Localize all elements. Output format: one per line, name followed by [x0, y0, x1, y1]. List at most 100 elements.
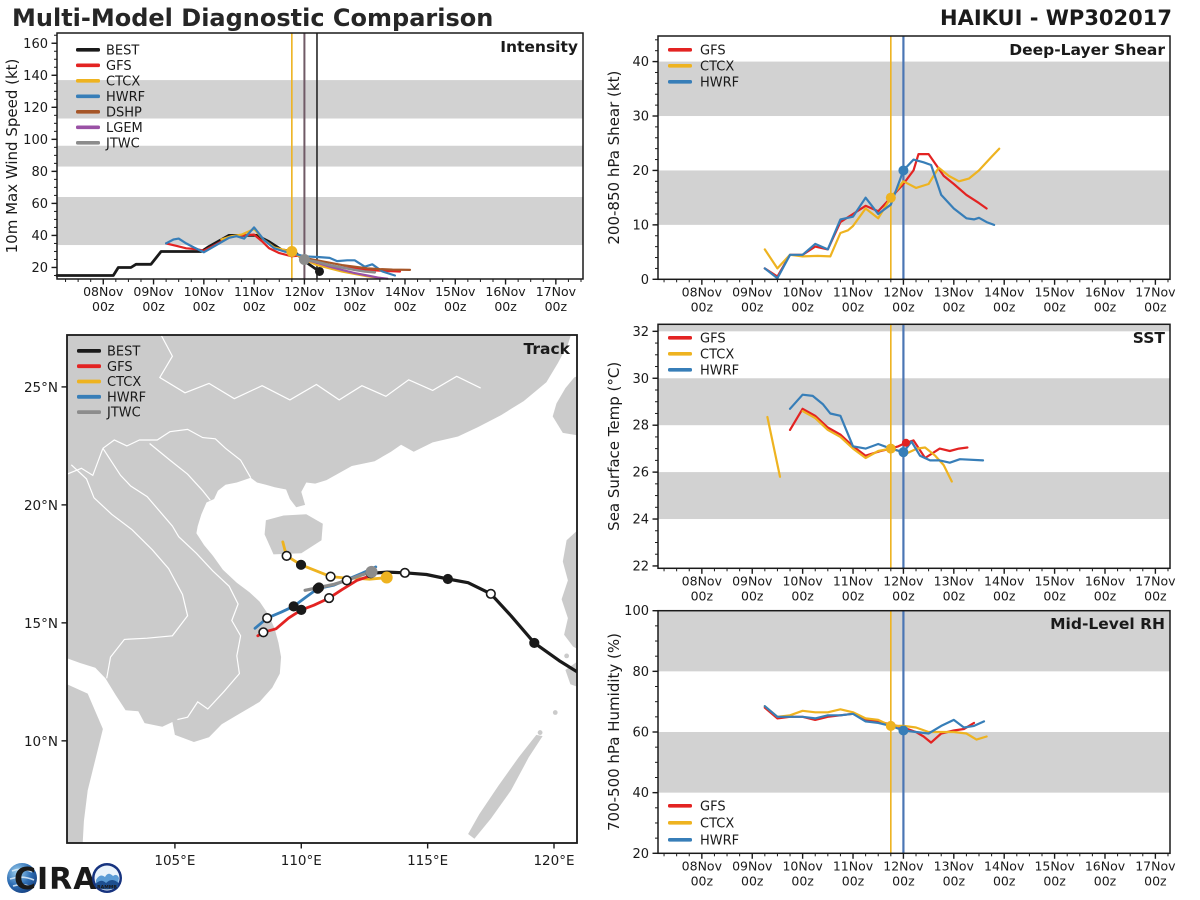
intensity-legend-swatch-LGEM — [76, 125, 100, 130]
track-HWRF-marker-filled — [288, 601, 299, 612]
sst-legend-swatch-CTCX — [668, 352, 692, 356]
sst-x-tick-label: 00z — [892, 588, 915, 603]
shear-x-tick-label: 00z — [943, 299, 966, 314]
land-polygon — [264, 514, 323, 555]
rh-x-tick-label: 00z — [691, 873, 714, 888]
map-y-tick-label: 10°N — [24, 734, 58, 750]
land-polygon — [552, 376, 577, 436]
shear-x-tick-label: 00z — [892, 299, 915, 314]
sst-y-tick-label: 26 — [632, 466, 649, 481]
shear-init-dot-CTCX — [885, 192, 896, 203]
rammb-badge-icon: RAMMB — [92, 863, 122, 893]
intensity-legend-swatch-JTWC — [76, 141, 100, 145]
cira-rammb-logo: CIRA RAMMB — [4, 854, 134, 900]
sst-y-axis-label: Sea Surface Temp (°C) — [605, 362, 623, 531]
country-border — [102, 447, 242, 721]
shear-legend-label-HWRF: HWRF — [700, 76, 739, 91]
sst-x-tick-label: 16Nov — [1085, 573, 1126, 588]
intensity-y-tick-label: 140 — [23, 69, 48, 84]
map-x-tick-label: 120°E — [533, 853, 574, 869]
rh-legend-label-HWRF: HWRF — [700, 834, 739, 849]
islet — [537, 730, 543, 735]
rh-series-CTCX — [763, 705, 988, 741]
intensity-series-HWRF — [165, 226, 396, 277]
sst-y-tick-label: 30 — [632, 372, 649, 387]
rh-series-HWRF — [763, 705, 986, 735]
intensity-legend-label-LGEM: LGEM — [106, 121, 143, 136]
map-y-tick-label: 25°N — [24, 380, 58, 396]
track-CTCX-marker-open — [281, 550, 292, 561]
sst-init-dot-CTCX — [885, 443, 896, 454]
rh-y-tick-label: 40 — [632, 786, 649, 801]
sst-legend-label-HWRF: HWRF — [700, 364, 739, 379]
sst-x-tick-label: 00z — [791, 588, 814, 603]
sst-x-tick-label: 00z — [842, 588, 865, 603]
track-JTWC-marker-open — [341, 575, 352, 586]
intensity-y-tick-label: 120 — [23, 101, 48, 116]
country-border — [158, 335, 481, 401]
shear-x-tick-label: 09Nov — [732, 284, 773, 299]
rh-x-tick-label: 00z — [943, 873, 966, 888]
intensity-y-tick-label: 40 — [31, 229, 48, 244]
intensity-legend-swatch-BEST — [76, 48, 100, 52]
intensity-y-tick-label: 100 — [23, 133, 48, 148]
shear-x-tick-label: 00z — [993, 299, 1016, 314]
rh-x-tick-label: 15Nov — [1034, 858, 1075, 873]
track-JTWC-init-dot — [365, 565, 378, 578]
rh-x-tick-label: 10Nov — [782, 858, 823, 873]
intensity-x-tick-label: 09Nov — [133, 284, 174, 299]
shear-y-tick-label: 0 — [641, 273, 649, 288]
sst-legend-label-GFS: GFS — [700, 332, 726, 347]
sst-shaded-band — [658, 378, 1170, 426]
track-BEST-marker-filled — [529, 637, 540, 649]
sst-spines — [657, 323, 1171, 570]
country-border — [149, 443, 211, 501]
track-GFS — [256, 574, 373, 638]
shear-x-tick-label: 00z — [1094, 299, 1117, 314]
shear-x-tick-label: 16Nov — [1085, 284, 1126, 299]
shear-legend-swatch-HWRF — [668, 80, 692, 84]
land-polygon — [67, 684, 103, 843]
rh-y-tick-label: 60 — [632, 726, 649, 741]
rh-x-tick-label: 14Nov — [984, 858, 1025, 873]
sst-legend-swatch-GFS — [668, 336, 692, 340]
intensity-shaded-band — [57, 197, 583, 246]
sst-init-dot-HWRF — [898, 447, 909, 458]
sst-series-CTCX-early — [766, 415, 782, 478]
track-legend-swatch-BEST — [77, 349, 101, 353]
map-x-tick-label: 115°E — [407, 853, 448, 869]
intensity-y-tick-label: 160 — [23, 37, 48, 52]
rh-x-tick-label: 00z — [1144, 873, 1167, 888]
rammb-badge-text: RAMMB — [97, 885, 117, 891]
map-spines — [66, 334, 578, 844]
rh-x-tick-label: 00z — [791, 873, 814, 888]
cira-globe-icon — [7, 863, 37, 893]
intensity-init-dot-BEST — [314, 266, 324, 276]
rh-x-tick-label: 16Nov — [1085, 858, 1126, 873]
rh-legend-swatch-GFS — [668, 804, 692, 808]
rh-legend-label-CTCX: CTCX — [700, 817, 734, 832]
intensity-init-dot-JTWC — [298, 253, 310, 265]
rh-x-tick-label: 09Nov — [732, 858, 773, 873]
shear-panel: 08Nov00z09Nov00z10Nov00z11Nov00z12Nov00z… — [605, 35, 1176, 314]
sst-y-tick-label: 22 — [632, 559, 649, 574]
rh-init-dot-HWRF — [898, 725, 909, 736]
track-BEST-marker-open — [485, 588, 496, 599]
track-legend-label-JTWC: JTWC — [106, 406, 141, 421]
main-title: Multi-Model Diagnostic Comparison — [12, 4, 494, 32]
intensity-x-tick-label: 17Nov — [536, 284, 577, 299]
intensity-legend-label-DSHP: DSHP — [106, 106, 142, 121]
sst-x-tick-label: 15Nov — [1034, 573, 1075, 588]
track-GFS-marker-open — [323, 592, 335, 604]
sst-x-tick-label: 00z — [943, 588, 966, 603]
intensity-x-tick-label: 00z — [193, 299, 216, 314]
intensity-x-tick-label: 00z — [545, 299, 568, 314]
track-legend-label-CTCX: CTCX — [107, 375, 141, 390]
intensity-y-tick-label: 20 — [31, 261, 48, 276]
sst-shaded-band — [658, 472, 1170, 520]
intensity-x-tick-label: 16Nov — [485, 284, 526, 299]
intensity-x-tick-label: 00z — [444, 299, 467, 314]
shear-x-tick-label: 08Nov — [682, 284, 723, 299]
intensity-spines — [56, 32, 584, 280]
track-panel-title: Track — [524, 340, 571, 358]
